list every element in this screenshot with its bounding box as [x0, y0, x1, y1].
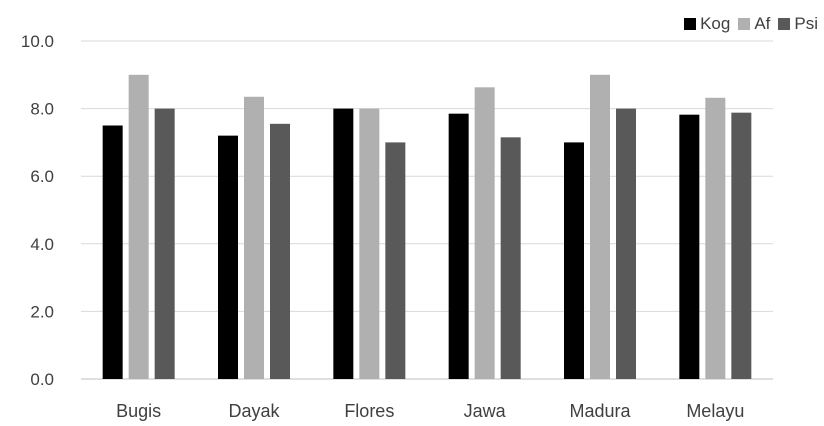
legend-item-kog: Kog	[684, 14, 730, 34]
bar-kog-melayu	[679, 114, 700, 380]
legend: Kog Af Psi	[684, 14, 818, 34]
bar-kog-dayak	[218, 135, 238, 379]
x-tick-label: Dayak	[228, 401, 280, 421]
bar-kog-jawa	[448, 113, 469, 380]
x-tick-label: Madura	[569, 401, 631, 421]
y-tick-label: 0.0	[30, 370, 54, 389]
bar-psi-jawa	[500, 137, 521, 379]
y-tick-label: 8.0	[30, 100, 54, 119]
x-tick-label: Melayu	[686, 401, 744, 421]
bar-af-bugis	[128, 74, 149, 380]
bar-af-dayak	[244, 96, 264, 380]
bar-af-jawa	[474, 87, 495, 379]
legend-swatch-af	[738, 18, 751, 30]
legend-label-af: Af	[754, 14, 771, 33]
x-tick-label: Jawa	[464, 401, 507, 421]
y-tick-label: 6.0	[30, 167, 54, 186]
y-tick-label: 4.0	[30, 235, 54, 254]
bar-af-madura	[590, 74, 610, 380]
legend-swatch-kog	[684, 18, 697, 30]
bar-kog-madura	[564, 142, 584, 379]
bar-psi-melayu	[731, 112, 752, 379]
legend-item-af: Af	[738, 14, 770, 34]
legend-label-kog: Kog	[700, 14, 731, 33]
legend-item-psi: Psi	[778, 14, 818, 34]
bar-psi-bugis	[154, 108, 175, 379]
y-tick-label: 2.0	[30, 302, 54, 321]
bar-kog-bugis	[102, 125, 123, 379]
bar-psi-flores	[385, 142, 406, 379]
bar-psi-madura	[616, 108, 636, 379]
bar-af-melayu	[705, 97, 726, 379]
legend-label-psi: Psi	[794, 14, 818, 33]
bar-kog-flores	[333, 108, 354, 379]
x-tick-label: Flores	[344, 401, 394, 421]
bar-psi-dayak	[270, 123, 290, 379]
legend-swatch-psi	[778, 18, 791, 30]
bar-af-flores	[359, 108, 380, 379]
x-tick-label: Bugis	[116, 401, 161, 421]
y-tick-label: 10.0	[21, 32, 54, 51]
